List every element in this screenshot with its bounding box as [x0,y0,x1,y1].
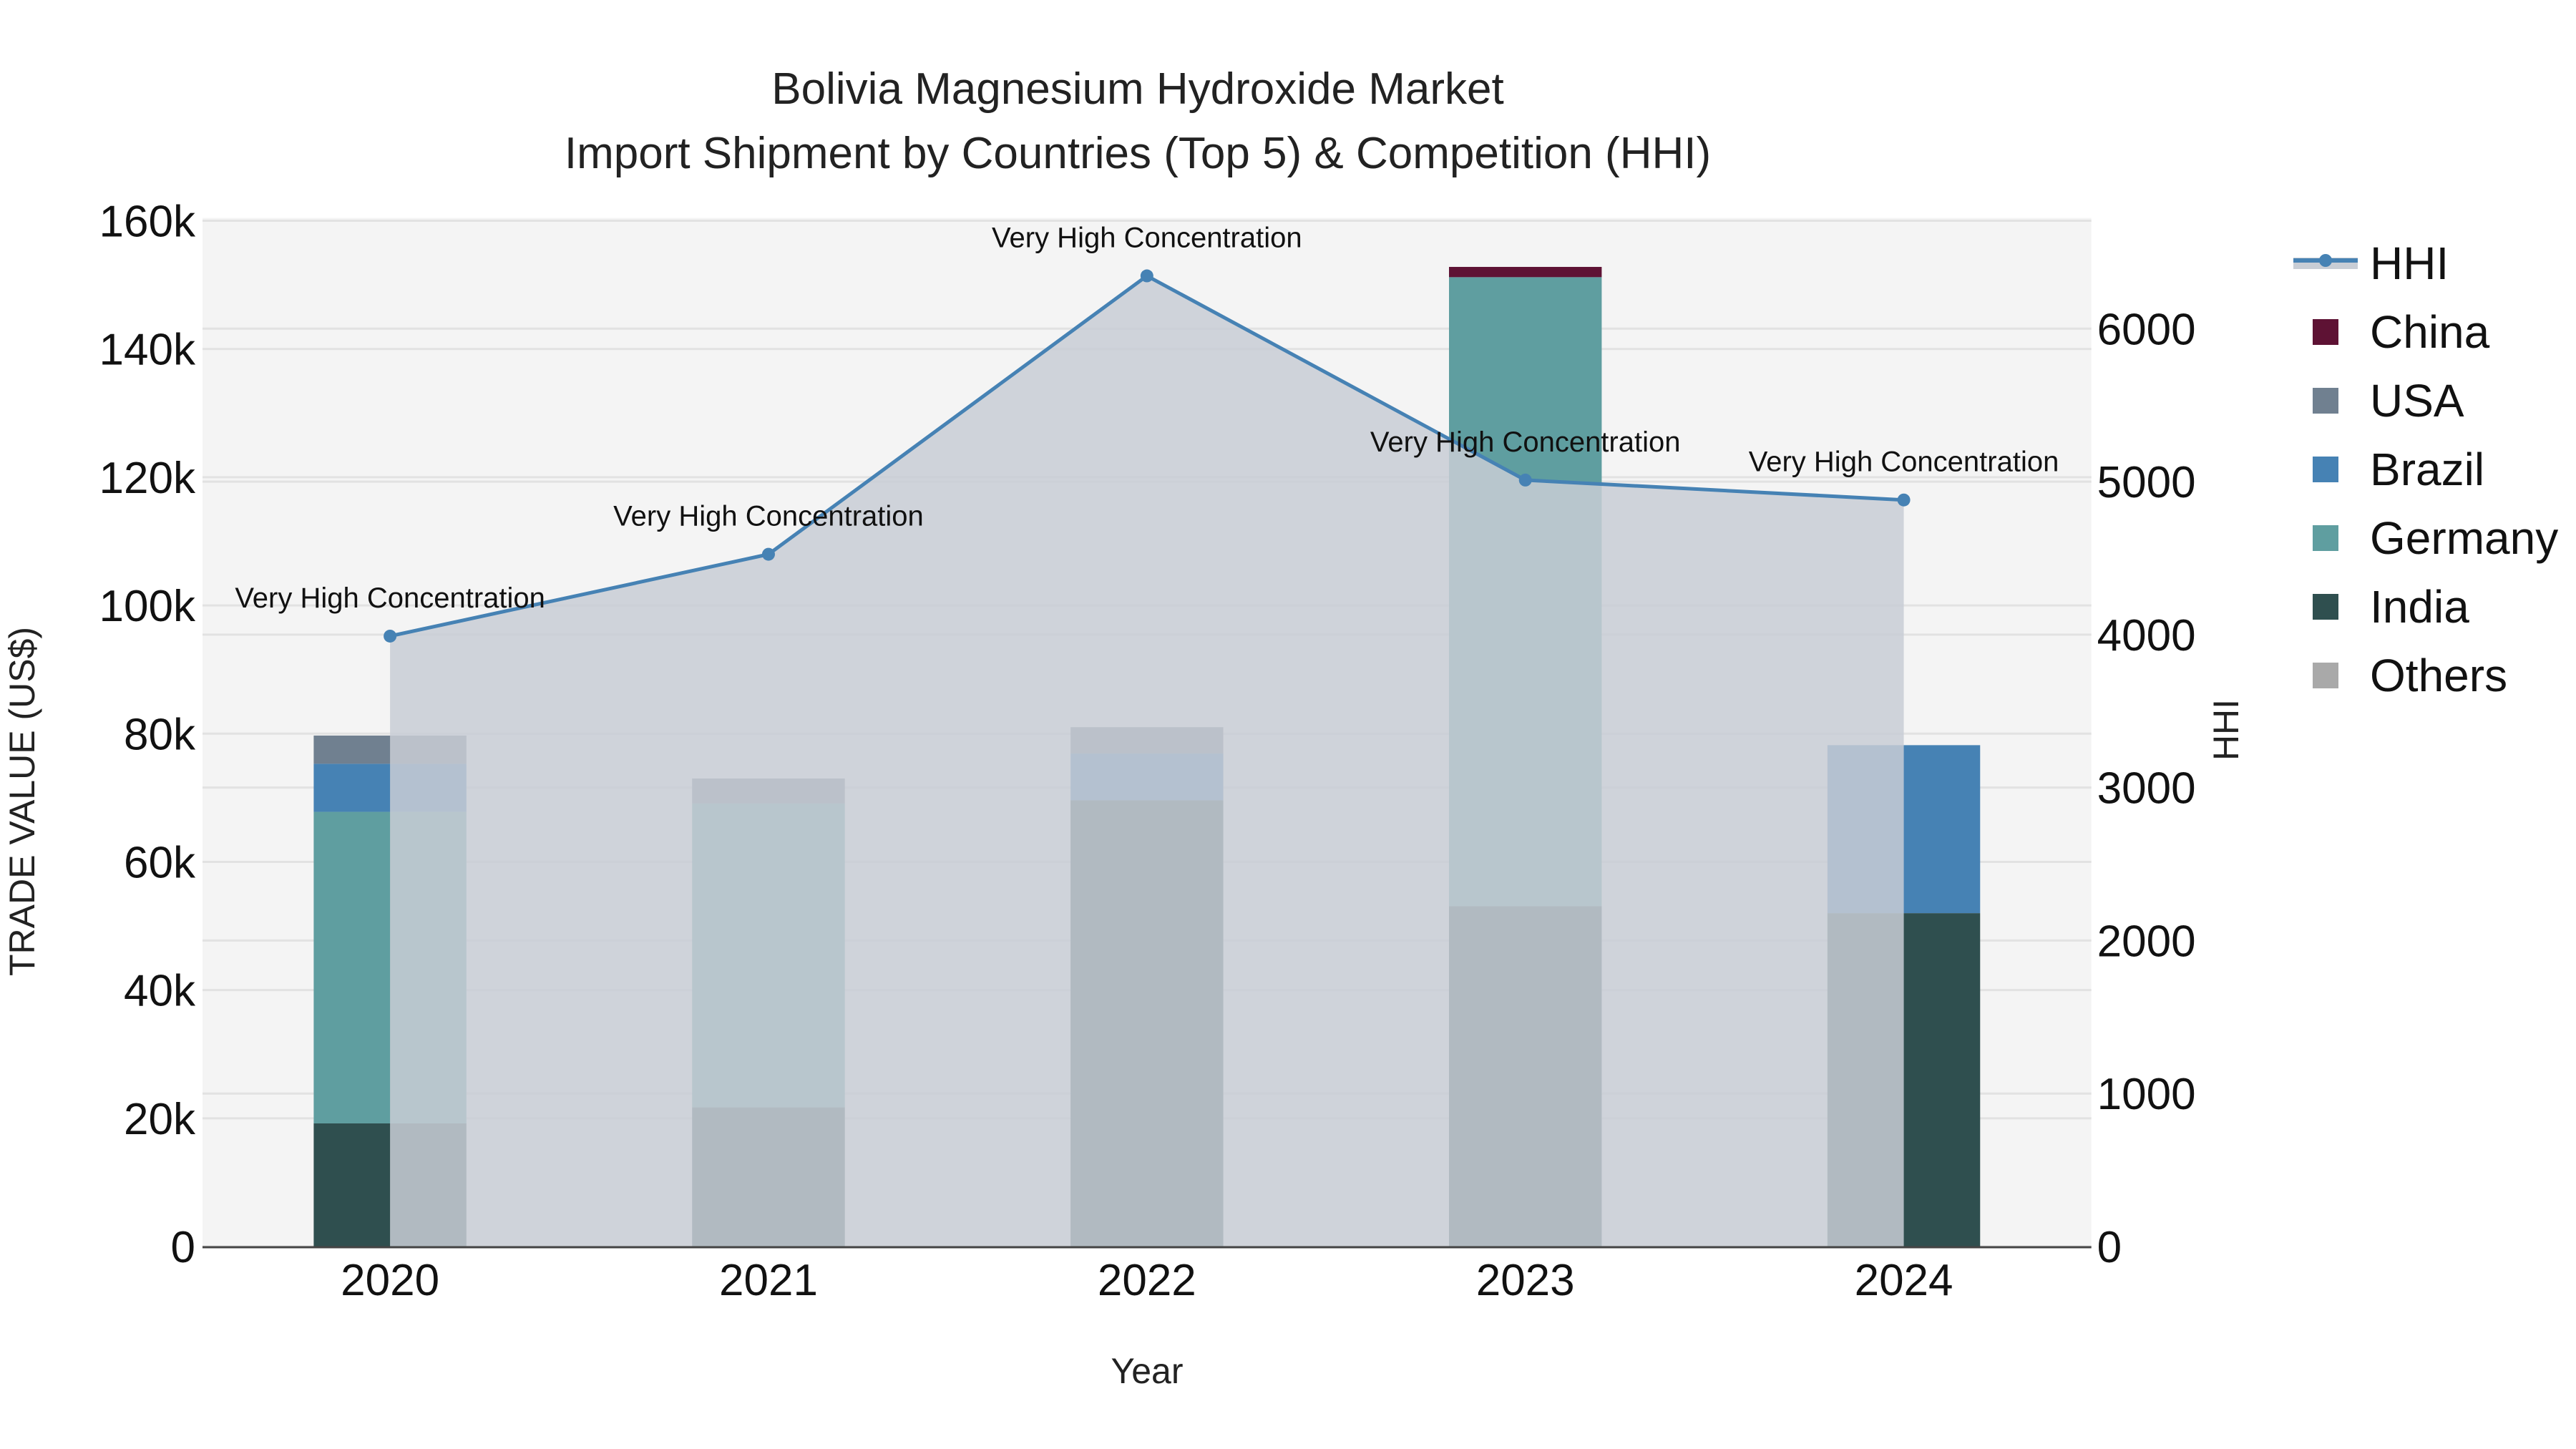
legend-swatch-icon [2313,457,2338,482]
y-axis-title: TRADE VALUE (US$) [2,627,42,976]
hhi-annotation: Very High Concentration [992,223,1302,254]
hhi-point[interactable] [761,547,775,561]
y2-tick-label: 2000 [2097,917,2196,966]
x-tick-label: 2024 [1855,1256,1953,1305]
y-tick-label: 40k [124,967,196,1016]
x-tick-label: 2020 [341,1256,439,1305]
legend-item-china[interactable]: China [2313,306,2490,358]
y2-tick-label: 3000 [2097,764,2196,814]
legend-item-brazil[interactable]: Brazil [2313,444,2484,495]
hhi-annotations: Very High Concentration Very High Concent… [235,223,2059,614]
hhi-point[interactable] [1140,269,1153,283]
hhi-legend-marker-icon [2319,254,2332,267]
x-tick-label: 2021 [719,1256,818,1305]
hhi-annotation: Very High Concentration [1370,426,1681,458]
y2-tick-label: 6000 [2097,305,2196,354]
y2-tick-label: 0 [2097,1223,2122,1272]
legend-item-others[interactable]: Others [2313,650,2507,701]
hhi-point[interactable] [1897,493,1911,507]
legend-label: Brazil [2370,444,2484,495]
legend-swatch-icon [2313,663,2338,688]
y2-tick-label: 1000 [2097,1070,2196,1119]
legend-label: USA [2370,375,2464,426]
hhi-point[interactable] [1518,473,1532,487]
x-tick-label: 2023 [1476,1256,1575,1305]
y2-axis-ticks: 0 1000 2000 3000 4000 5000 6000 [2097,305,2196,1272]
legend-item-hhi[interactable]: HHI [2293,238,2449,289]
legend-label: India [2370,581,2469,633]
hhi-point[interactable] [384,629,397,643]
y2-tick-label: 4000 [2097,611,2196,660]
legend-swatch-icon [2313,594,2338,620]
y2-axis-title: HHI [2206,699,2246,761]
hhi-annotation: Very High Concentration [613,501,924,532]
y-axis-ticks: 0 20k 40k 60k 80k 100k 120k 140k 160k [99,197,196,1273]
hhi-area-fill [390,275,1904,1247]
y-tick-label: 120k [99,454,196,503]
y-tick-label: 80k [124,710,196,759]
y-tick-label: 160k [99,197,196,247]
chart-subtitle: Import Shipment by Countries (Top 5) & C… [565,129,1711,178]
y-tick-label: 140k [99,326,196,375]
hhi-markers [384,269,1911,643]
x-axis-ticks: 2020 2021 2022 2023 2024 [341,1256,1953,1305]
legend-label: Germany [2370,512,2558,564]
legend-swatch-icon [2313,319,2338,345]
legend-swatch-icon [2313,525,2338,551]
legend-label: China [2370,306,2490,358]
legend-item-usa[interactable]: USA [2313,375,2464,426]
y-tick-label: 100k [99,582,196,631]
hhi-annotation: Very High Concentration [235,582,545,614]
y-tick-label: 60k [124,838,196,887]
y-tick-label: 20k [124,1095,196,1144]
legend-item-germany[interactable]: Germany [2313,512,2558,564]
legend-label: Others [2370,650,2507,701]
y2-tick-label: 5000 [2097,458,2196,507]
legend-item-india[interactable]: India [2313,581,2469,633]
bar-segment-china[interactable] [1449,267,1602,278]
x-axis-title: Year [1111,1351,1183,1391]
hhi-annotation: Very High Concentration [1749,447,2059,478]
y-tick-label: 0 [171,1223,195,1272]
chart-title: Bolivia Magnesium Hydroxide Market [771,64,1503,114]
legend-swatch-icon [2313,388,2338,414]
legend-label: HHI [2370,238,2449,289]
legend: HHI China USA Brazil Germany India Others [2293,238,2558,701]
x-tick-label: 2022 [1098,1256,1196,1305]
